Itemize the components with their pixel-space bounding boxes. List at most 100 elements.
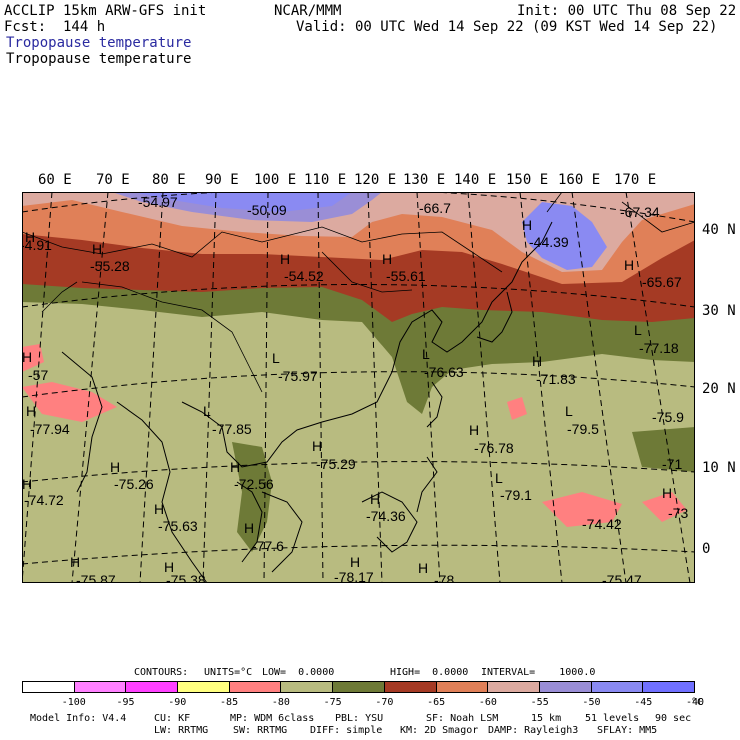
map-value-label: -4.91	[22, 237, 52, 253]
color-bar-swatch	[73, 682, 126, 692]
map-extremum-marker: H	[70, 554, 80, 570]
map-frame	[22, 192, 695, 583]
color-bar-label: -40	[685, 697, 705, 708]
contours-interval: INTERVAL= 1000.0	[481, 667, 596, 678]
color-bar	[22, 681, 695, 693]
lon-label: 60 E	[38, 172, 72, 188]
color-bar-label: -55	[530, 697, 549, 708]
shortwave-scheme: SW: RRTMG	[233, 725, 288, 736]
map-value-label: -75.47	[602, 572, 642, 583]
color-bar-unit: °C	[691, 697, 704, 708]
map-extremum-marker: H	[312, 438, 322, 454]
country-borders	[22, 192, 695, 393]
field-title-contour: Tropopause temperature	[6, 51, 192, 67]
map-value-label: -77.18	[639, 340, 679, 356]
map-value-label: -75.87	[76, 572, 116, 583]
lat-lon-grid	[22, 192, 695, 583]
vertical-levels: 51 levels	[585, 713, 640, 724]
color-bar-label: -75	[323, 697, 342, 708]
tropopause-temperature-map: -54.97 -50.09 -66.7 -67.34 H -4.91 H -55…	[22, 192, 695, 583]
lat-label: 30 N	[702, 303, 736, 319]
map-value-label: -78	[434, 572, 454, 583]
lon-label: 130 E	[403, 172, 446, 188]
color-bar-swatch	[383, 682, 436, 692]
longwave-scheme: LW: RRTMG	[154, 725, 209, 736]
map-value-label: -75.9	[652, 409, 684, 425]
contours-high: HIGH= 0.0000	[390, 667, 469, 678]
color-bar-swatch	[642, 682, 694, 692]
map-value-label: -44.39	[529, 234, 569, 250]
map-extremum-marker: H	[469, 422, 479, 438]
time-step: 90 sec	[655, 713, 692, 724]
map-extremum-marker: L	[565, 403, 573, 419]
map-value-label: -79.5	[567, 421, 599, 437]
map-extremum-marker: H	[532, 353, 542, 369]
diffusion-option: DIFF: simple	[310, 725, 383, 736]
color-bar-swatch	[125, 682, 178, 692]
color-bar-label: -60	[478, 697, 497, 708]
map-extremum-marker: H	[92, 241, 102, 257]
map-value-label: -65.67	[642, 274, 682, 290]
lat-label: 0	[702, 541, 711, 557]
map-extremum-marker: H	[164, 559, 174, 575]
map-value-label: -77.6	[252, 538, 284, 554]
surface-layer-scheme: SFLAY: MM5	[597, 725, 658, 736]
lon-label: 80 E	[152, 172, 186, 188]
map-extremum-marker: L	[203, 403, 211, 419]
color-bar-swatch	[228, 682, 281, 692]
contours-caption: CONTOURS:	[134, 667, 189, 678]
lon-label: 160 E	[558, 172, 601, 188]
lat-label: 10 N	[702, 460, 736, 476]
map-extremum-marker: L	[422, 346, 430, 362]
organization-label: NCAR/MMM	[274, 3, 342, 19]
model-title: ACCLIP 15km ARW-GFS init	[4, 3, 207, 19]
map-value-label: -73	[668, 505, 688, 521]
damping-option: DAMP: Rayleigh3	[488, 725, 579, 736]
map-extremum-marker: H	[26, 403, 36, 419]
map-value-label: -50.09	[247, 202, 287, 218]
map-value-label: -67.34	[620, 204, 660, 220]
grid-spacing: 15 km	[531, 713, 562, 724]
map-extremum-marker: H	[370, 491, 380, 507]
map-value-label: -76.63	[424, 364, 464, 380]
color-bar-swatch	[487, 682, 539, 692]
color-bar-swatch	[177, 682, 229, 692]
map-value-label: -55.61	[386, 268, 426, 284]
valid-time: Valid: 00 UTC Wed 14 Sep 22 (09 KST Wed …	[296, 19, 718, 35]
map-value-label: -57	[28, 367, 48, 383]
map-extremum-marker: H	[350, 554, 360, 570]
map-extremum-marker: H	[418, 560, 428, 576]
map-extremum-marker: H	[280, 251, 290, 267]
map-value-label: -79.1	[500, 487, 532, 503]
map-value-label: -54.52	[284, 268, 324, 284]
map-extremum-marker: L	[272, 350, 280, 366]
map-value-label: -72.56	[234, 476, 274, 492]
lon-label: 70 E	[96, 172, 130, 188]
color-bar-label: -90	[168, 697, 187, 708]
field-title-shaded: Tropopause temperature	[6, 35, 192, 51]
forecast-hour: Fcst: 144 h	[4, 19, 106, 35]
map-value-label: -78.17	[334, 569, 374, 583]
map-extremum-marker: H	[624, 257, 634, 273]
contours-low: LOW= 0.0000	[262, 667, 335, 678]
map-value-label: -75.97	[278, 368, 318, 384]
shaded-field	[22, 192, 695, 583]
lon-label: 150 E	[506, 172, 549, 188]
lat-label: 20 N	[702, 381, 736, 397]
color-bar-label: -95	[116, 697, 135, 708]
cumulus-scheme: CU: KF	[154, 713, 191, 724]
lon-label: 110 E	[304, 172, 347, 188]
map-extremum-marker: H	[22, 476, 32, 492]
map-value-label: -54.97	[138, 194, 178, 210]
map-value-label: -74.72	[24, 492, 64, 508]
map-extremum-marker: L	[495, 470, 503, 486]
map-value-label: -75.38	[166, 572, 206, 583]
model-version: Model Info: V4.4	[30, 713, 127, 724]
surface-scheme: SF: Noah LSM	[426, 713, 499, 724]
map-value-label: -75.26	[114, 476, 154, 492]
color-bar-swatch	[590, 682, 643, 692]
lon-label: 120 E	[354, 172, 397, 188]
map-extremum-marker: H	[25, 229, 35, 245]
color-bar-swatch	[538, 682, 591, 692]
color-bar-label: -50	[582, 697, 601, 708]
